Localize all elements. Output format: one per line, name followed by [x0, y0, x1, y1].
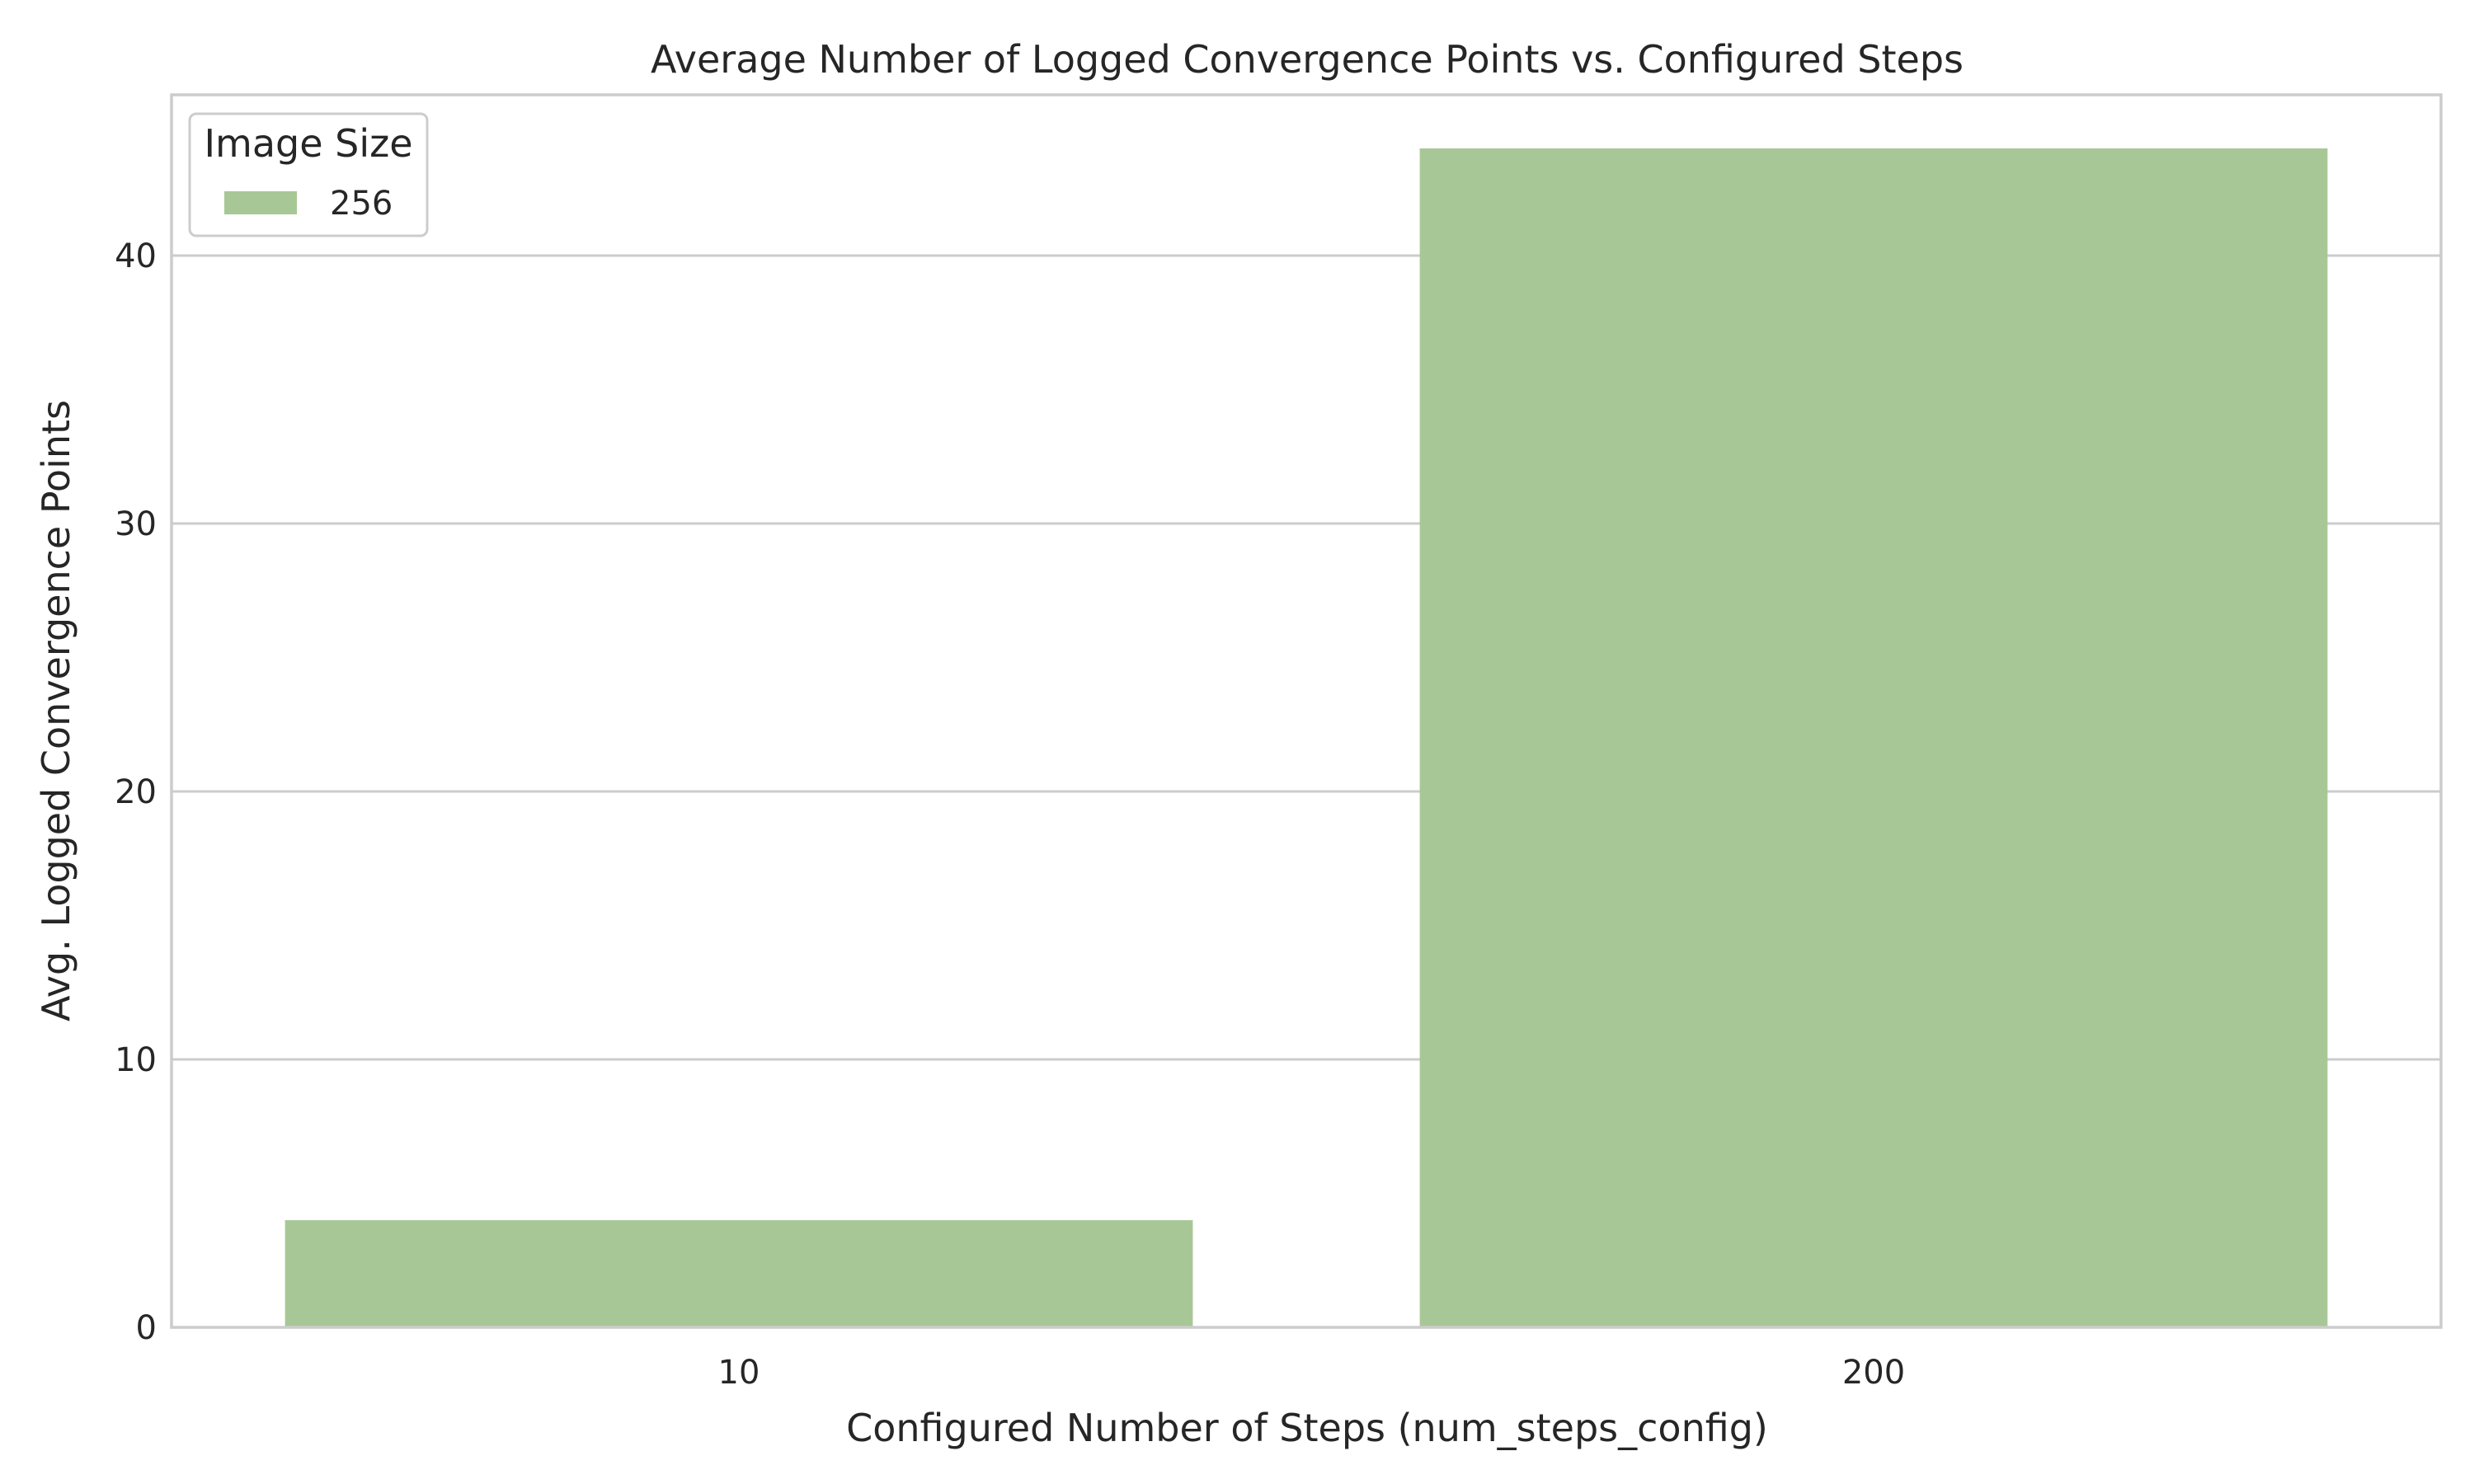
bar [285, 1220, 1193, 1327]
x-tick-labels: 10 200 [718, 1354, 1906, 1392]
legend-title: Image Size [204, 121, 412, 166]
plot-frame [170, 93, 2443, 1329]
x-tick-label: 200 [1842, 1354, 1905, 1392]
y-tick-labels: 0 10 20 30 40 [115, 237, 157, 1347]
bar [1419, 148, 2328, 1327]
y-tick-label: 30 [115, 505, 157, 543]
x-axis-label: Configured Number of Steps (num_steps_co… [846, 1406, 1768, 1450]
legend: Image Size 256 [188, 112, 429, 237]
y-axis-label: Avg. Logged Convergence Points [34, 400, 78, 1021]
legend-swatch [224, 191, 297, 214]
y-tick-label: 0 [136, 1309, 157, 1347]
chart-title: Average Number of Logged Convergence Poi… [651, 37, 1964, 82]
legend-label: 256 [330, 185, 393, 223]
bars [285, 148, 2328, 1327]
y-tick-label: 20 [115, 773, 157, 811]
x-tick-label: 10 [718, 1354, 760, 1392]
y-tick-label: 10 [115, 1041, 157, 1079]
y-tick-label: 40 [115, 237, 157, 275]
